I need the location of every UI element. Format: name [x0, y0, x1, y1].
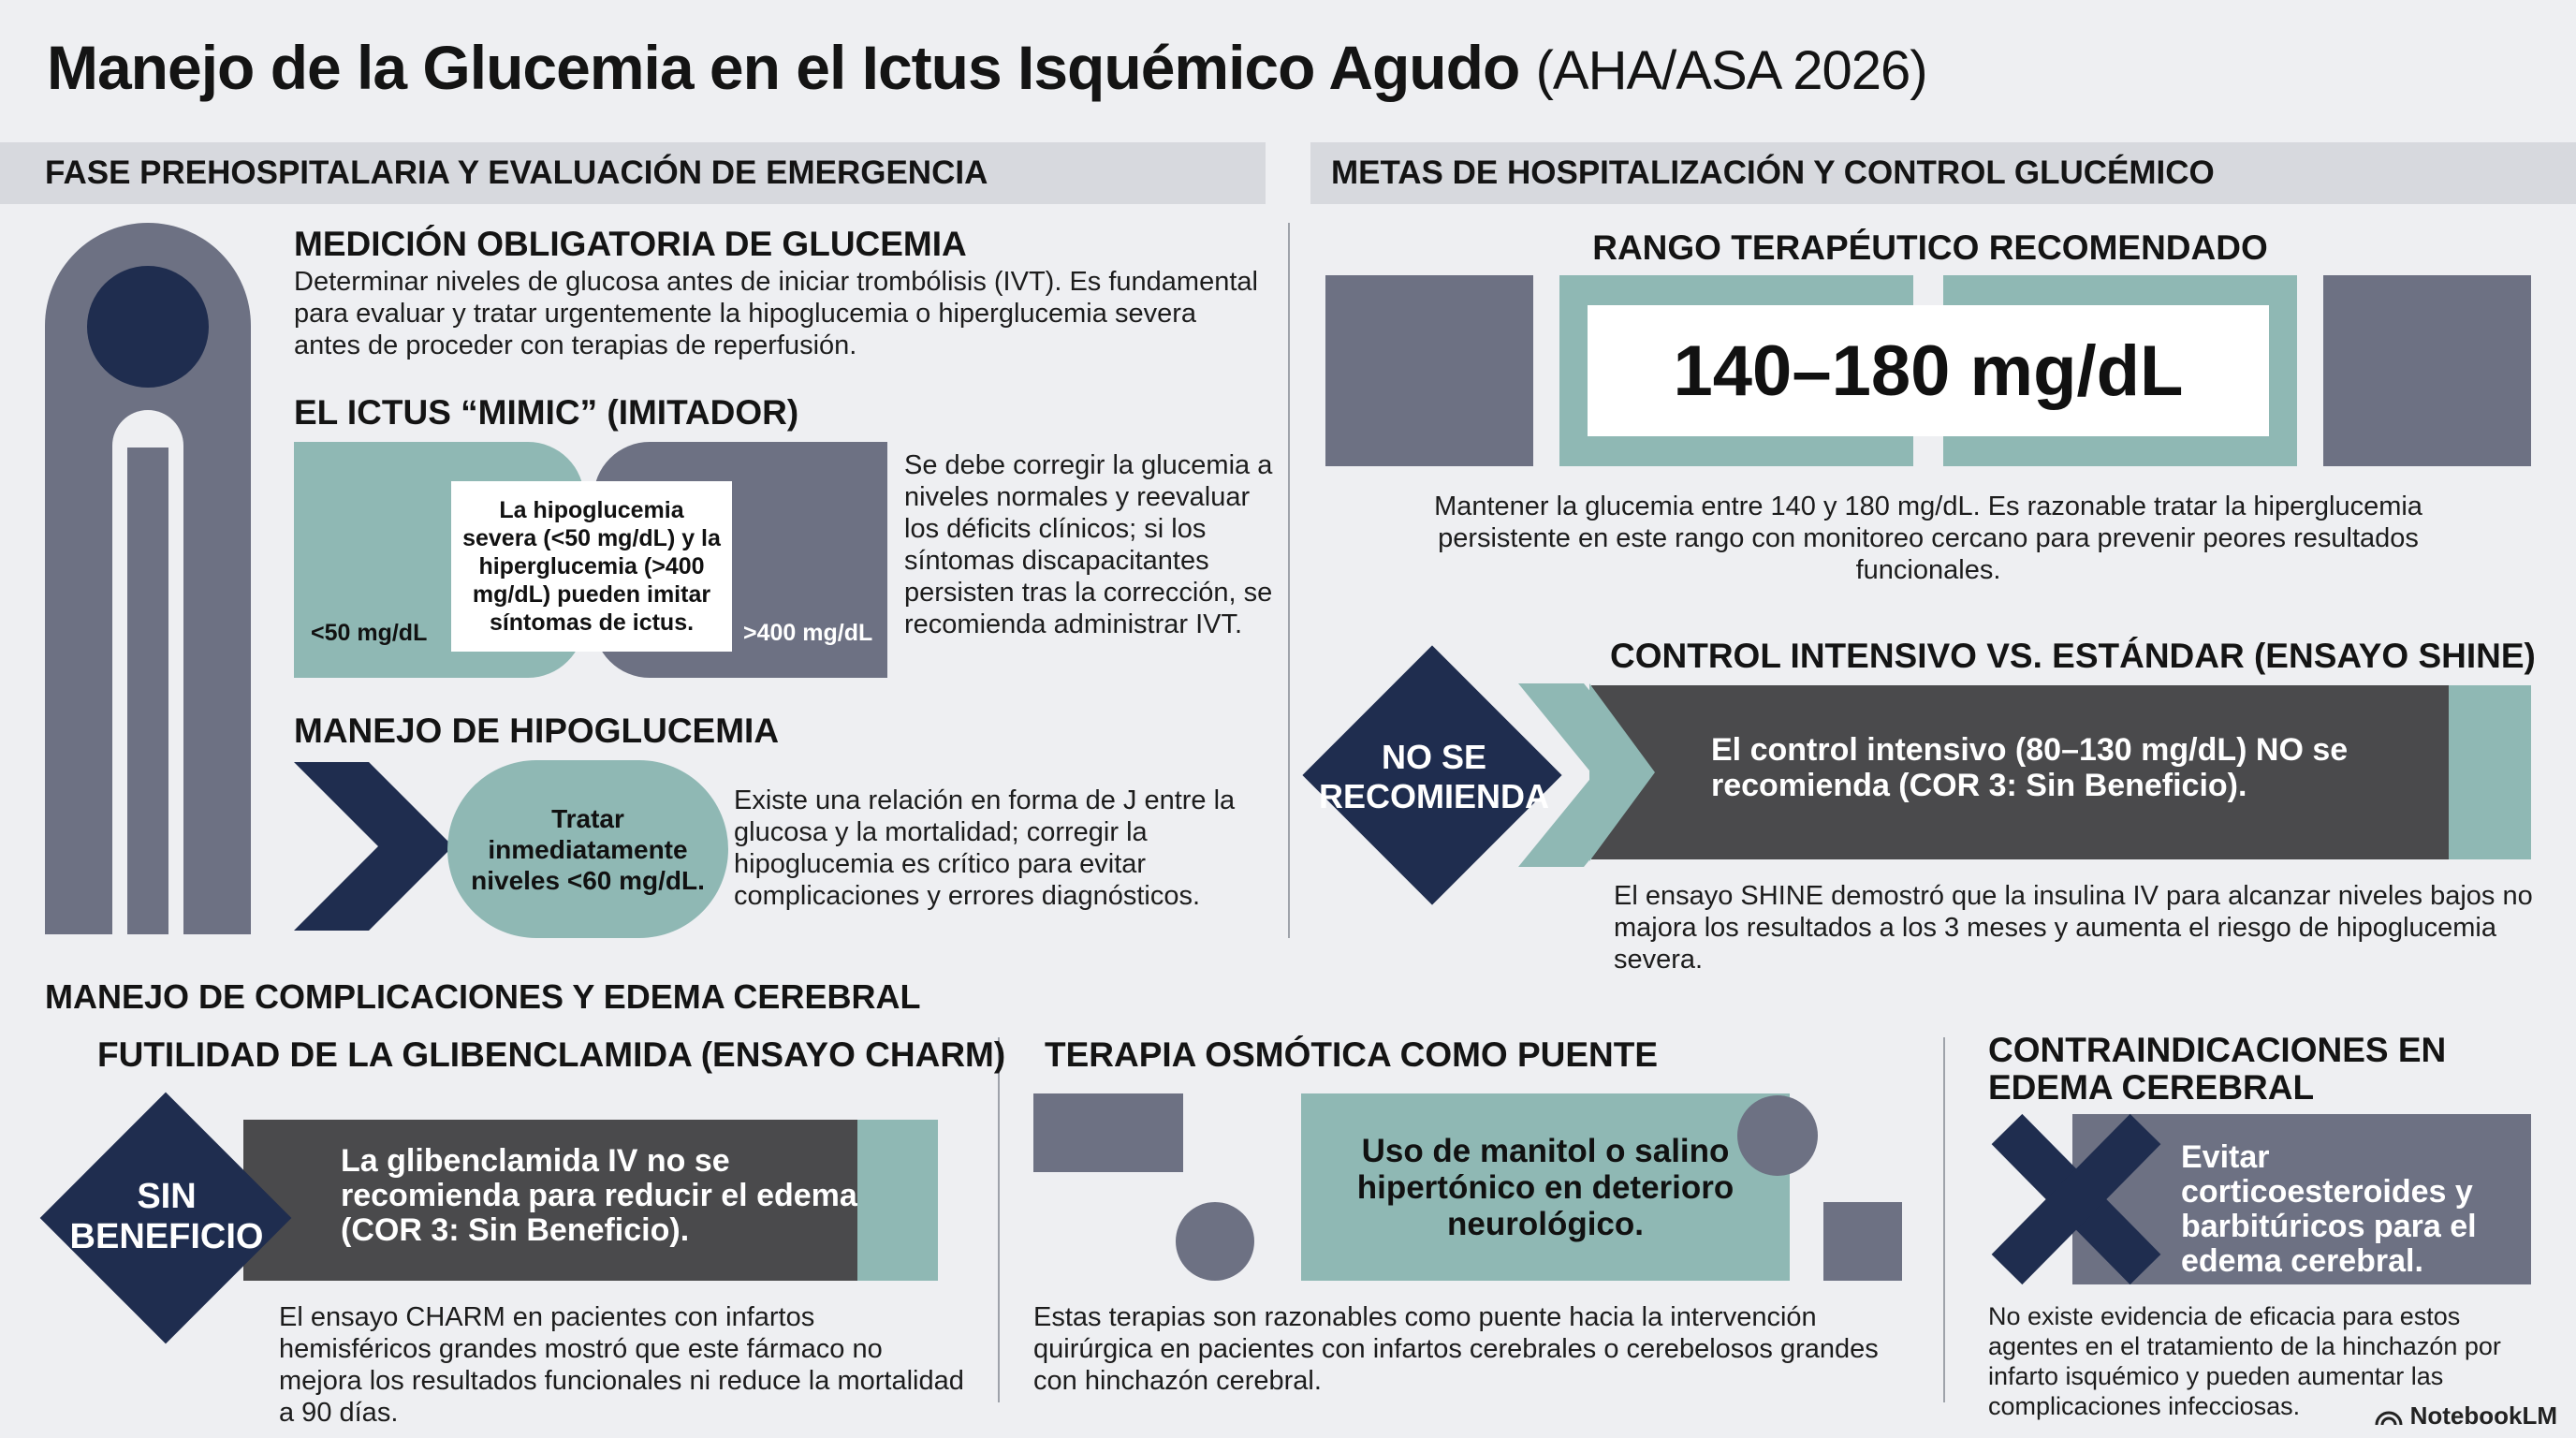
charm-text: El ensayo CHARM en pacientes con infarto…	[279, 1302, 964, 1428]
osmotic-graphic: Uso de manitol o salino hipertónico en d…	[1033, 1092, 1904, 1288]
notebooklm-logo-icon	[2375, 1411, 2403, 1425]
person-figure-decoration	[45, 223, 251, 934]
prehospital-section-header: FASE PREHOSPITALARIA Y EVALUACIÓN DE EME…	[0, 142, 1266, 204]
osmotic-heading: TERAPIA OSMÓTICA COMO PUENTE	[1045, 1035, 1659, 1074]
complications-section-header: MANEJO DE COMPLICACIONES Y EDEMA CEREBRA…	[45, 977, 921, 1016]
hypo-text: Existe una relación en forma de J entre …	[734, 785, 1236, 911]
range-heading: RANGO TERAPÉUTICO RECOMENDADO	[1592, 228, 2268, 267]
hypo-circle-text: Tratar inmediatamente niveles <60 mg/dL.	[471, 803, 705, 895]
contra-heading: CONTRAINDICACIONES EN EDEMA CEREBRAL	[1988, 1031, 2447, 1107]
charm-badge: SIN BENEFICIO	[69, 1177, 264, 1256]
charm-bar-text: La glibenclamida IV no se recomienda par…	[341, 1143, 857, 1248]
shine-bar-text: El control intensivo (80–130 mg/dL) NO s…	[1711, 732, 2349, 803]
hospital-section-header: METAS DE HOSPITALIZACIÓN Y CONTROL GLUCÉ…	[1310, 142, 2576, 204]
mimic-side-text: Se debe corregir la glucemia a niveles n…	[904, 450, 1273, 639]
charm-graphic: SIN BENEFICIO La glibenclamida IV no se …	[37, 1092, 945, 1344]
shine-graphic: NO SE RECOMIENDA El control intensivo (8…	[1302, 618, 2531, 946]
contra-bar-text: Evitar corticoesteroides y barbitúricos …	[2181, 1139, 2477, 1279]
mimic-heading: EL ICTUS “MIMIC” (IMITADOR)	[294, 393, 799, 432]
bottom-divider-1	[998, 1037, 1000, 1402]
shine-heading: CONTROL INTENSIVO VS. ESTÁNDAR (ENSAYO S…	[1610, 637, 2536, 675]
measure-heading: MEDICIÓN OBLIGATORIA DE GLUCEMIA	[294, 225, 967, 263]
range-value: 140–180 mg/dL	[1588, 305, 2269, 436]
osmotic-text: Estas terapias son razonables como puent…	[1033, 1302, 1879, 1396]
notebooklm-logo: NotebookLM	[2375, 1401, 2557, 1431]
measure-text: Determinar niveles de glucosa antes de i…	[294, 267, 1258, 360]
bottom-divider-2	[1943, 1037, 1945, 1402]
range-text: Mantener la glucemia entre 140 y 180 mg/…	[1434, 492, 2422, 585]
close-icon	[1991, 1113, 2161, 1285]
shine-text: El ensayo SHINE demostró que la insulina…	[1614, 881, 2533, 975]
charm-heading: FUTILIDAD DE LA GLIBENCLAMIDA (ENSAYO CH…	[97, 1035, 1006, 1074]
osmotic-box-text: Uso de manitol o salino hipertónico en d…	[1356, 1132, 1734, 1242]
chevron-right-icon	[294, 762, 453, 931]
contra-graphic: Evitar corticoesteroides y barbitúricos …	[1988, 1112, 2531, 1286]
range-graphic: 140–180 mg/dL	[1325, 275, 2531, 466]
mimic-high-label: >400 mg/dL	[743, 620, 873, 646]
section-divider	[1288, 223, 1290, 938]
hypo-circles	[447, 760, 728, 938]
page-title: Manejo de la Glucemia en el Ictus Isquém…	[47, 32, 1928, 103]
mimic-low-label: <50 mg/dL	[311, 620, 428, 646]
title-subtitle: (AHA/ASA 2026)	[1535, 40, 1928, 101]
contra-text: No existe evidencia de eficacia para est…	[1988, 1302, 2501, 1420]
hypo-heading: MANEJO DE HIPOGLUCEMIA	[294, 712, 780, 750]
mimic-box-text: La hipoglucemia severa (<50 mg/dL) y la …	[451, 481, 732, 652]
title-main: Manejo de la Glucemia en el Ictus Isquém…	[47, 33, 1520, 102]
mimic-graphic: <50 mg/dL >400 mg/dL La hipoglucemia sev…	[294, 442, 887, 678]
shine-badge: NO SE RECOMIENDA	[1318, 738, 1549, 815]
